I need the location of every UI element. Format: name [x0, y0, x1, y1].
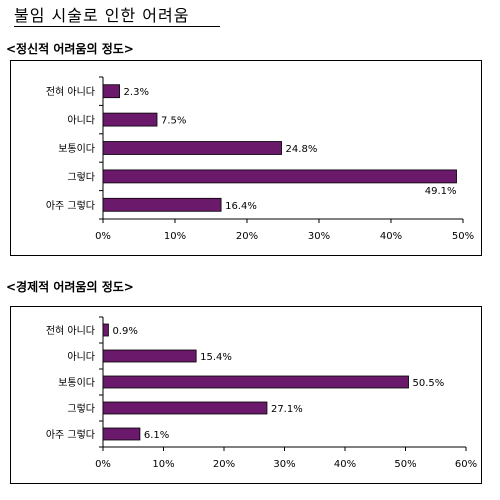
chart-2-svg: 0% 10% 20% 30% 40% 50% 60% 전혀 아니다 0.9% 아니다 15.4% 보통… [46, 316, 477, 470]
category-label: 아주 그렇다 [46, 199, 95, 212]
x-tick-label: 10% [152, 459, 174, 470]
x-tick-label: 20% [213, 459, 235, 470]
category-label: 전혀 아니다 [46, 325, 95, 337]
x-tick-label: 10% [164, 231, 186, 242]
page-title: 불임 시술로 인한 어려움 [14, 6, 190, 25]
chart-1-frame: 0% 10% 20% 30% 40% 50% 전혀 아니다 2.3% 아니다 7.5% 보통이다 24… [10, 60, 482, 256]
bar [102, 169, 457, 184]
bar [102, 84, 120, 99]
x-tick-label: 20% [236, 231, 258, 242]
bar [102, 401, 268, 415]
category-label: 그렇다 [67, 170, 95, 183]
data-label: 16.4% [225, 201, 257, 212]
x-tick-label: 30% [308, 231, 330, 242]
bar [102, 349, 197, 363]
bar [102, 427, 141, 441]
chart-2-title: <경제적 어려움의 정도> [6, 280, 134, 294]
data-label: 0.9% [112, 326, 137, 337]
x-tick-label: 50% [394, 459, 416, 470]
x-tick-label: 0% [95, 231, 111, 242]
data-label: 15.4% [200, 352, 232, 363]
x-tick-label: 40% [334, 459, 356, 470]
x-tick-label: 40% [380, 231, 402, 242]
title-underline [14, 26, 220, 27]
x-tick-label: 60% [455, 459, 477, 470]
category-label: 보통이다 [58, 143, 95, 155]
bar [102, 323, 109, 337]
data-label: 6.1% [144, 430, 169, 441]
category-label: 아주 그렇다 [46, 428, 95, 441]
x-tick-label: 0% [95, 459, 111, 470]
bar [102, 141, 282, 155]
data-label: 2.3% [124, 87, 149, 98]
data-label: 7.5% [161, 116, 186, 127]
chart-1-title: <정신적 어려움의 정도> [6, 42, 134, 56]
data-label: 27.1% [271, 404, 303, 415]
category-label: 전혀 아니다 [46, 86, 95, 98]
category-label: 보통이다 [58, 377, 95, 389]
category-label: 아니다 [67, 351, 95, 363]
data-label: 24.8% [286, 144, 318, 155]
chart-1-svg: 0% 10% 20% 30% 40% 50% 전혀 아니다 2.3% 아니다 7.5% 보통이다 24… [46, 76, 474, 242]
category-label: 그렇다 [67, 402, 95, 415]
bar [102, 112, 158, 127]
chart-2-frame: 0% 10% 20% 30% 40% 50% 60% 전혀 아니다 0.9% 아니다 15.4% 보통… [10, 306, 482, 484]
bar [102, 197, 222, 212]
x-tick-label: 50% [452, 231, 474, 242]
x-tick-label: 30% [273, 459, 295, 470]
category-label: 아니다 [67, 115, 95, 127]
data-label: 49.1% [425, 186, 457, 197]
bar [102, 375, 409, 389]
data-label: 50.5% [413, 378, 445, 389]
